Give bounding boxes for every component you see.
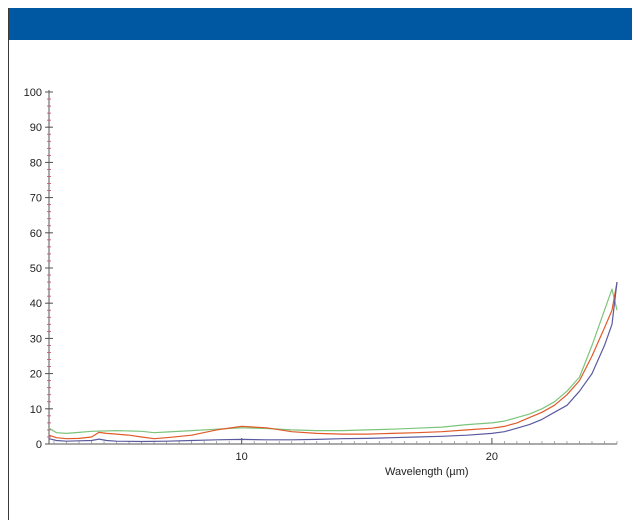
series-line-3 — [48, 282, 618, 443]
y-tick-label: 90 — [30, 122, 42, 134]
y-tick-label: 40 — [30, 298, 42, 310]
y-tick-label: 0 — [36, 439, 42, 451]
y-tick-label: 100 — [24, 87, 42, 99]
y-tick-label: 30 — [30, 333, 42, 345]
x-axis-title: Wavelength (µm) — [385, 466, 469, 478]
y-tick-label: 20 — [30, 369, 42, 381]
spectrum-chart: 0 10 20 30 40 50 60 70 80 90 100 10 20 Wavelength (µm… — [24, 87, 618, 478]
series-line-1 — [48, 288, 618, 434]
y-tick-label: 70 — [30, 193, 42, 205]
header-bar — [9, 8, 632, 40]
y-tick-label: 80 — [30, 157, 42, 169]
y-tick-label: 50 — [30, 263, 42, 275]
x-tick-label: 10 — [236, 451, 248, 463]
chart-frame: 0 10 20 30 40 50 60 70 80 90 100 10 20 Wavelength (µm… — [8, 8, 632, 520]
y-tick-label: 60 — [30, 228, 42, 240]
series-line-2 — [48, 281, 618, 440]
x-tick-label: 20 — [486, 451, 498, 463]
y-tick-label: 10 — [30, 404, 42, 416]
